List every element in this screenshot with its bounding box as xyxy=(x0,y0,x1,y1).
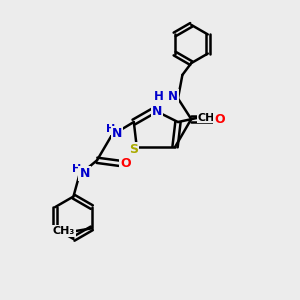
Text: N: N xyxy=(112,127,122,140)
Text: O: O xyxy=(214,112,225,126)
Text: CH₃: CH₃ xyxy=(53,226,75,236)
Text: O: O xyxy=(120,157,131,170)
Text: N: N xyxy=(152,105,162,118)
Text: H: H xyxy=(72,164,82,173)
Text: H N: H N xyxy=(154,90,178,103)
Text: S: S xyxy=(129,143,138,156)
Text: CH₃: CH₃ xyxy=(198,112,220,123)
Text: N: N xyxy=(80,167,90,180)
Text: H: H xyxy=(106,124,115,134)
